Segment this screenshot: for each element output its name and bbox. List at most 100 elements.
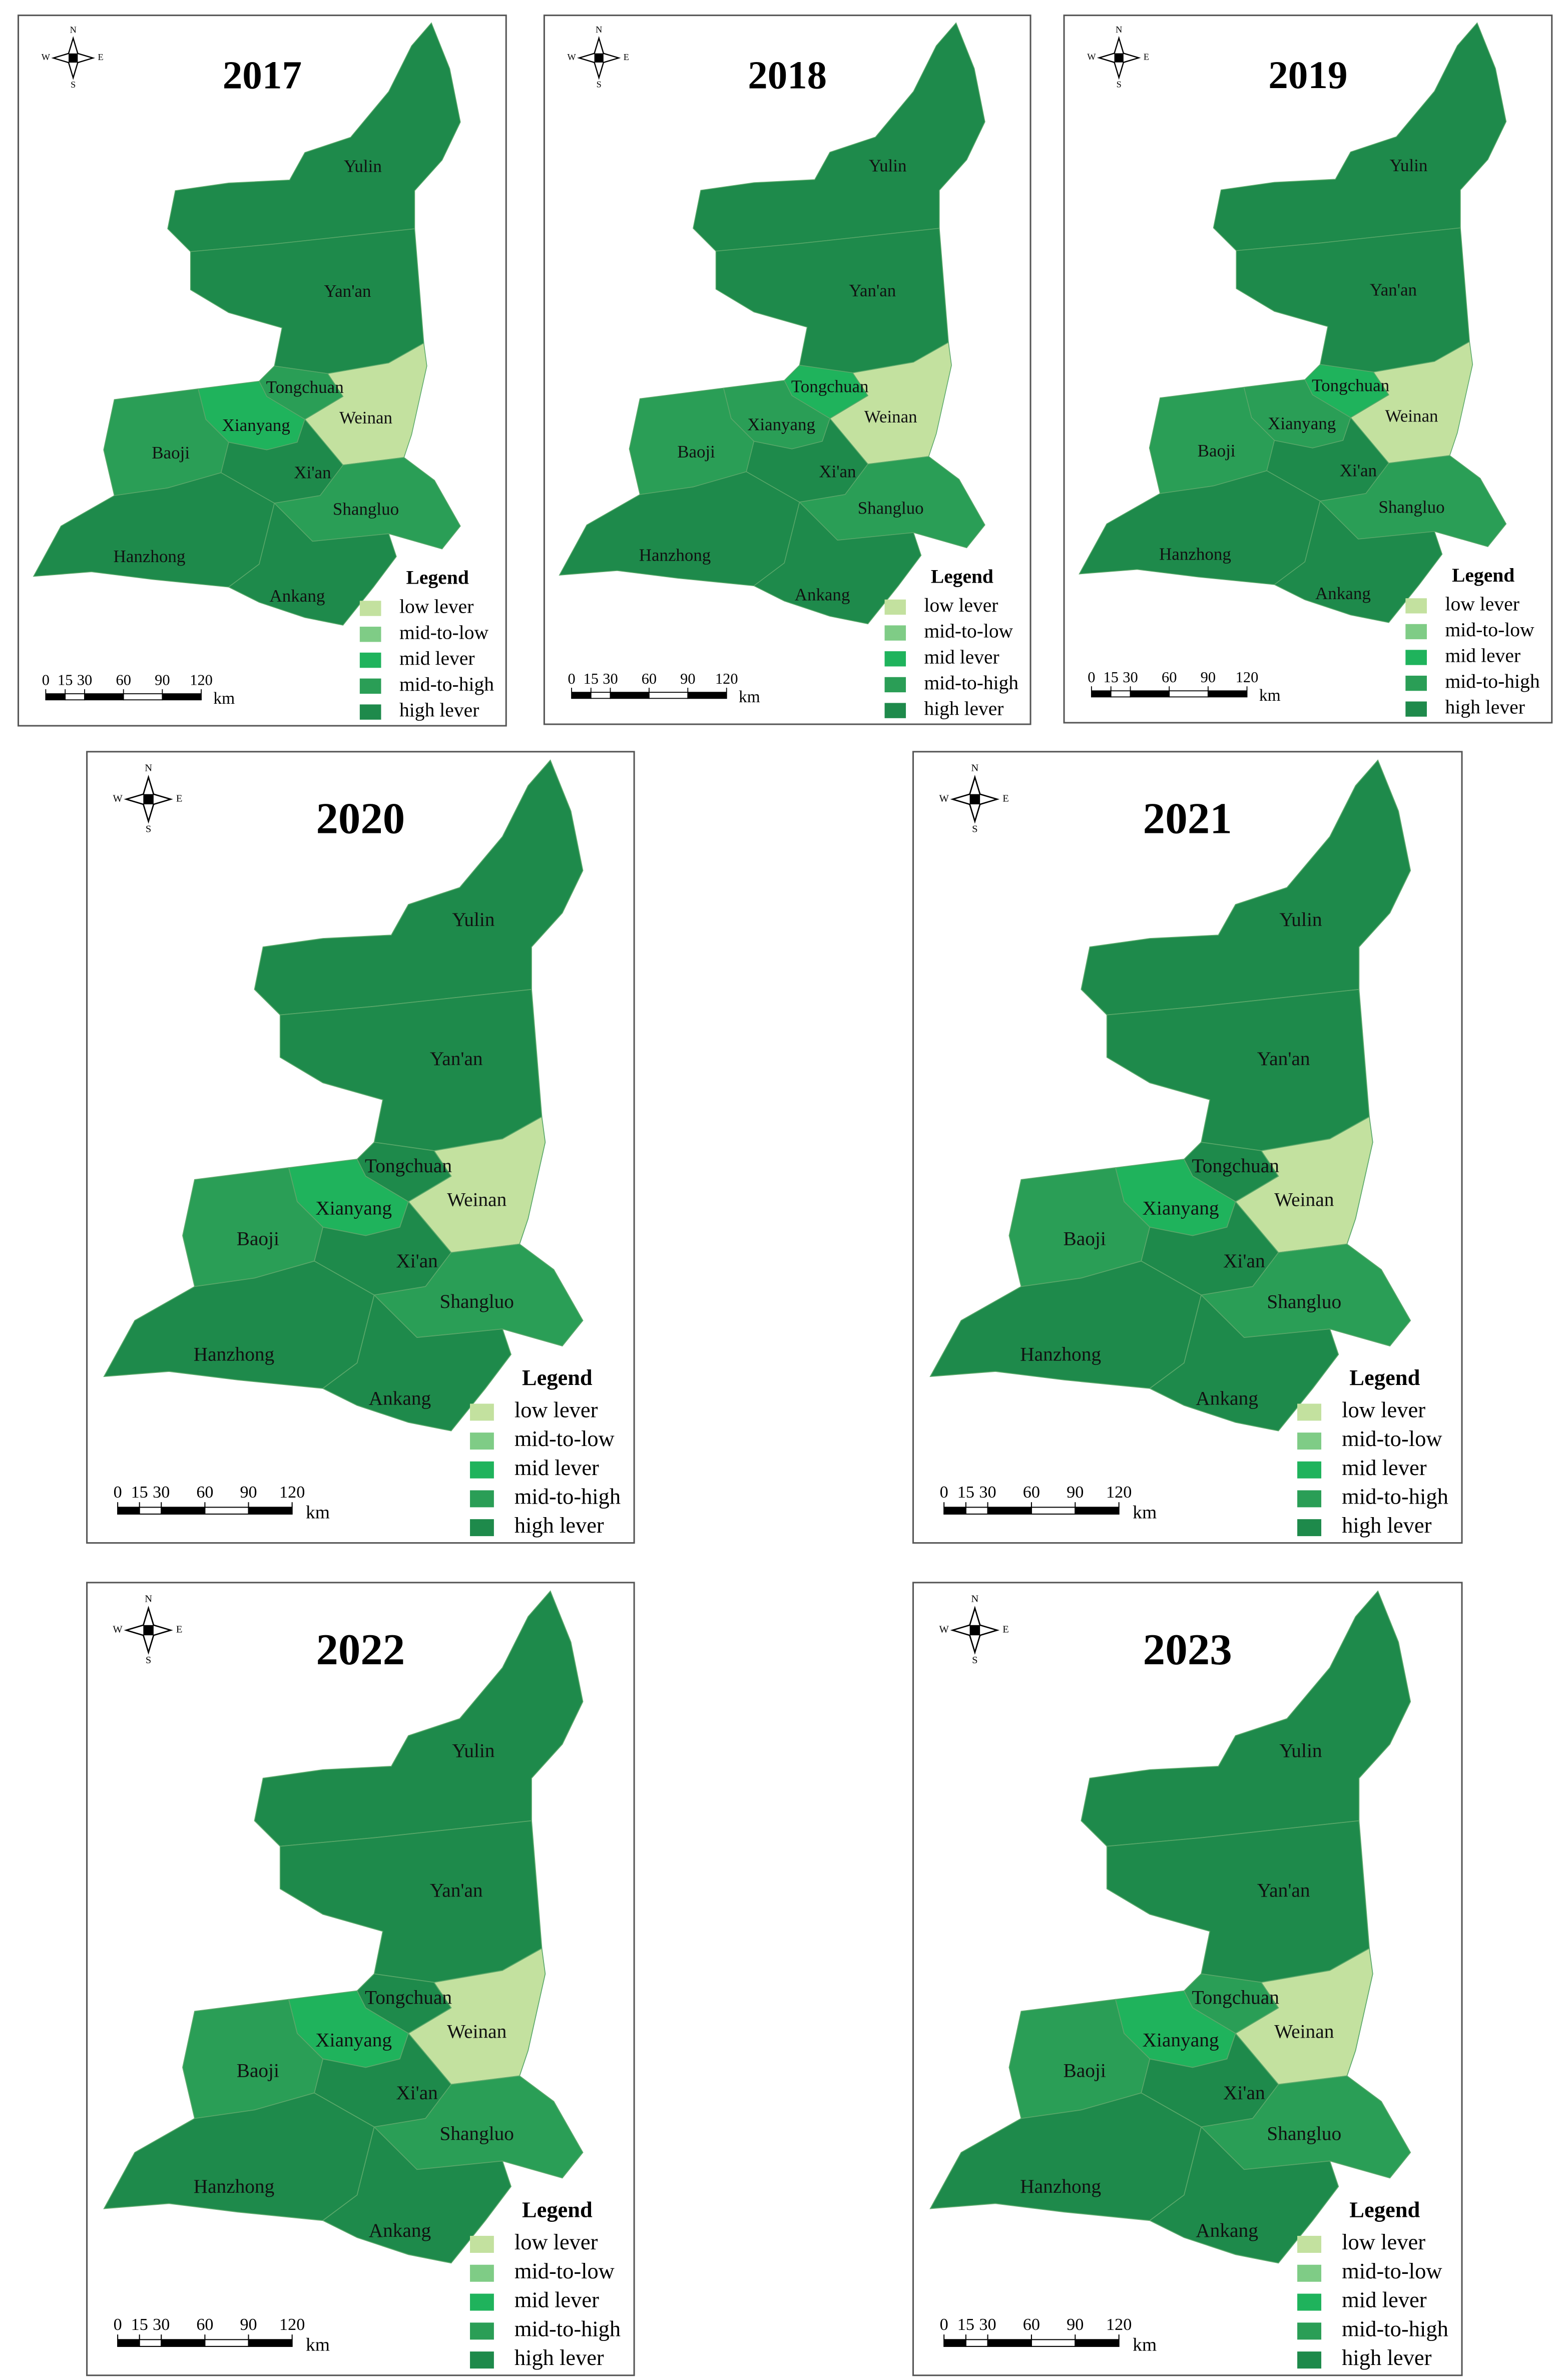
legend-label: mid-to-high [514,1485,621,1509]
panel-title: 2022 [316,1625,405,1674]
compass-label: N [70,25,77,35]
scale-segment [687,692,727,699]
compass-label: N [145,762,152,773]
scale-label: 15 [131,1483,148,1502]
legend-swatch [1297,2322,1322,2340]
legend-swatch [470,2322,494,2340]
legend-swatch [359,678,381,694]
compass-label: S [71,80,76,90]
region-label: Yulin [1279,1740,1322,1762]
map-panel: Yulin Yan'an Tongchuan Weinan Xianyang Baoji X… [912,751,1463,1544]
scale-segment [1130,690,1170,698]
compass-label: S [1117,79,1122,89]
legend-swatch [1297,2235,1322,2253]
legend-swatch [884,599,906,615]
legend-title: Legend [1349,1365,1420,1390]
scale-segment [965,2339,988,2347]
compass-label: N [971,762,978,773]
scale-unit: km [1133,1503,1157,1523]
region-label: Xianyang [747,414,815,434]
region-label: Ankang [369,2220,431,2241]
region-label: Xi'an [1340,461,1377,481]
map-panel: Yulin Yan'an Tongchuan Weinan Xianyang Baoji X… [912,1582,1463,2376]
compass-label: N [1116,25,1122,35]
compass-center [969,794,980,804]
compass-center [143,1625,154,1636]
legend-label: mid-to-low [1445,619,1535,641]
scale-segment [161,2339,206,2347]
scale-label: 60 [116,672,131,689]
legend-label: high lever [1342,2345,1432,2370]
region-label: Hanzhong [194,1344,274,1365]
scale-segment [943,1507,966,1515]
legend-label: low lever [514,2230,598,2254]
compass-label: N [971,1594,978,1605]
scale-segment [571,692,592,699]
scale-unit: km [739,688,760,706]
scale-unit: km [306,2335,330,2355]
region [753,501,922,625]
region-label: Tongchuan [1312,376,1389,395]
region [373,2075,584,2179]
scale-segment [987,1507,1032,1515]
region-label: Ankang [270,586,325,606]
scale-segment [987,2339,1032,2347]
region-label: Baoji [1198,441,1236,460]
scale-label: 120 [1106,2315,1132,2334]
legend-swatch [470,2264,494,2282]
compass-label: N [145,1594,152,1605]
region-label: Weinan [1385,406,1438,425]
scale-label: 120 [279,1483,305,1502]
panel-content: Yulin Yan'an Tongchuan Weinan Xianyang Baoji X… [103,759,621,1538]
region-label: Weinan [339,408,392,427]
region-label: Yan'an [849,281,896,300]
legend-swatch [359,627,381,642]
scale-segment [1075,1507,1120,1515]
region-label: Tongchuan [791,376,869,396]
region-label: Xi'an [294,462,331,482]
scale-segment [139,2339,162,2347]
region-label: Xianyang [1268,414,1336,433]
panel-title: 2023 [1143,1625,1232,1674]
legend-title: Legend [406,567,469,589]
region-label: Hanzhong [194,2176,274,2197]
scale-label: 90 [680,670,695,687]
legend-label: mid lever [924,646,999,668]
scale-segment [1075,2339,1120,2347]
scale-label: 15 [957,1483,974,1502]
scale-segment [610,692,650,699]
panel-content: Yulin Yan'an Tongchuan Weinan Xianyang Baoji X… [1079,22,1540,718]
region-label: Weinan [1274,2021,1334,2043]
legend-label: high lever [399,699,479,721]
scale-unit: km [1259,686,1281,705]
region-label: Ankang [795,585,850,605]
scale-segment [965,1507,988,1515]
panel-title: 2020 [316,794,405,843]
region-label: Yan'an [1257,1880,1310,1901]
legend-swatch [884,703,906,718]
scale-label: 0 [42,672,50,689]
legend-swatch [1405,650,1427,665]
legend-title: Legend [1349,2197,1420,2222]
scale-label: 60 [1023,1483,1040,1502]
compass-label: N [596,25,602,35]
legend-swatch [1297,2264,1322,2282]
scale-segment [45,693,66,701]
legend-title: Legend [522,2198,593,2222]
scale-label: 90 [1067,1483,1084,1502]
compass-label: W [42,52,51,62]
region-label: Shangluo [440,1291,514,1312]
scale-label: 120 [279,2315,305,2334]
region [693,22,985,252]
region-label: Baoji [152,443,190,462]
legend-title: Legend [1452,564,1514,586]
legend-label: low lever [1342,1398,1425,1422]
region-label: Xi'an [396,1250,437,1272]
region-label: Yulin [452,909,494,930]
region [1200,1243,1411,1347]
region-label: Ankang [1196,2220,1258,2241]
panel-content: Yulin Yan'an Tongchuan Weinan Xianyang Baoji X… [33,22,494,721]
region-label: Yan'an [1257,1048,1310,1070]
region-label: Xianyang [1142,1198,1219,1219]
